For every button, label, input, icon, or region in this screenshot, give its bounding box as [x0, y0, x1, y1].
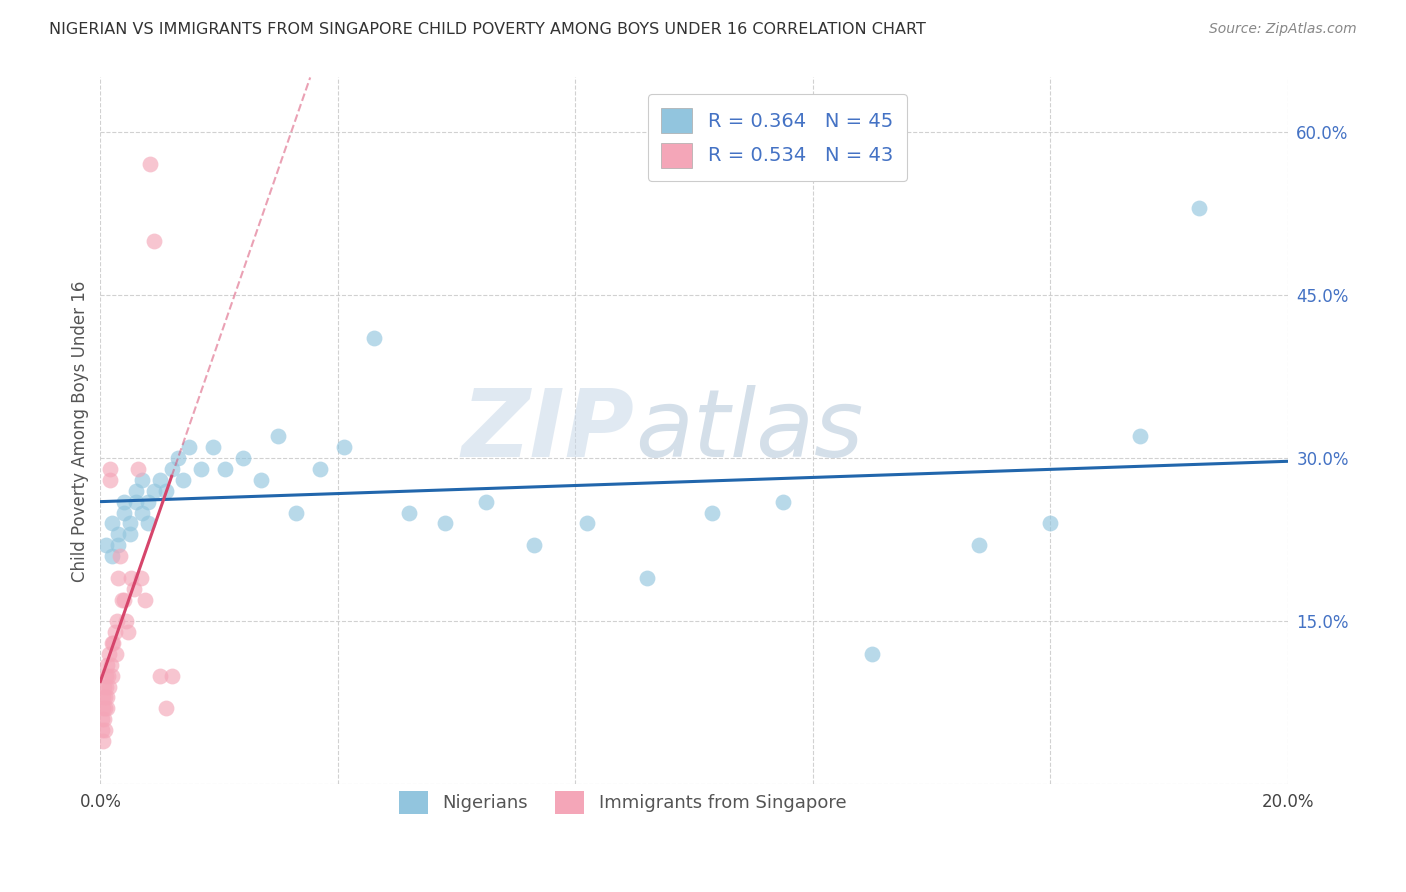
Point — [96, 680, 118, 694]
Point — [134, 592, 156, 607]
Point — [1188, 201, 1211, 215]
Point — [333, 440, 356, 454]
Point — [136, 516, 159, 531]
Point — [111, 592, 134, 607]
Point — [125, 494, 148, 508]
Point — [112, 506, 135, 520]
Point — [398, 506, 420, 520]
Point — [285, 506, 308, 520]
Text: NIGERIAN VS IMMIGRANTS FROM SINGAPORE CHILD POVERTY AMONG BOYS UNDER 16 CORRELAT: NIGERIAN VS IMMIGRANTS FROM SINGAPORE CH… — [49, 22, 927, 37]
Point — [101, 668, 124, 682]
Point — [108, 549, 131, 563]
Point — [90, 712, 112, 726]
Point — [142, 483, 165, 498]
Point — [860, 647, 883, 661]
Point — [94, 668, 117, 682]
Point — [523, 538, 546, 552]
Point — [138, 157, 160, 171]
Point — [249, 473, 271, 487]
Point — [127, 462, 149, 476]
Point — [96, 538, 118, 552]
Point — [122, 582, 145, 596]
Point — [96, 657, 118, 672]
Point — [214, 462, 236, 476]
Point — [115, 614, 138, 628]
Point — [118, 527, 141, 541]
Point — [131, 571, 153, 585]
Point — [202, 440, 225, 454]
Point — [267, 429, 290, 443]
Point — [125, 483, 148, 498]
Point — [93, 723, 115, 737]
Legend: Nigerians, Immigrants from Singapore: Nigerians, Immigrants from Singapore — [388, 780, 858, 825]
Point — [1039, 516, 1062, 531]
Point — [120, 571, 142, 585]
Point — [101, 549, 124, 563]
Point — [363, 331, 385, 345]
Point — [475, 494, 498, 508]
Point — [131, 473, 153, 487]
Point — [104, 647, 127, 661]
Point — [118, 516, 141, 531]
Point — [576, 516, 599, 531]
Point — [107, 538, 129, 552]
Point — [103, 636, 125, 650]
Point — [100, 657, 122, 672]
Point — [190, 462, 212, 476]
Point — [91, 723, 114, 737]
Point — [98, 473, 121, 487]
Point — [149, 668, 172, 682]
Point — [700, 506, 723, 520]
Point — [104, 625, 127, 640]
Point — [94, 690, 117, 705]
Point — [155, 701, 177, 715]
Text: ZIP: ZIP — [463, 385, 634, 477]
Point — [1128, 429, 1150, 443]
Point — [93, 680, 115, 694]
Point — [112, 494, 135, 508]
Point — [232, 451, 254, 466]
Point — [112, 592, 135, 607]
Point — [100, 636, 122, 650]
Point — [149, 473, 172, 487]
Point — [98, 680, 121, 694]
Point — [94, 701, 117, 715]
Point — [166, 451, 188, 466]
Point — [96, 690, 118, 705]
Text: Source: ZipAtlas.com: Source: ZipAtlas.com — [1209, 22, 1357, 37]
Text: atlas: atlas — [634, 385, 863, 476]
Point — [107, 571, 129, 585]
Point — [433, 516, 456, 531]
Point — [967, 538, 990, 552]
Point — [309, 462, 332, 476]
Point — [636, 571, 658, 585]
Point — [105, 614, 128, 628]
Point — [91, 734, 114, 748]
Point — [772, 494, 794, 508]
Point — [96, 701, 118, 715]
Point — [97, 647, 120, 661]
Point — [173, 473, 195, 487]
Point — [160, 462, 183, 476]
Point — [97, 668, 120, 682]
Point — [100, 462, 122, 476]
Point — [91, 690, 114, 705]
Y-axis label: Child Poverty Among Boys Under 16: Child Poverty Among Boys Under 16 — [72, 280, 89, 582]
Point — [117, 625, 139, 640]
Point — [131, 506, 153, 520]
Point — [107, 527, 129, 541]
Point — [136, 494, 159, 508]
Point — [179, 440, 201, 454]
Point — [143, 234, 166, 248]
Point — [160, 668, 183, 682]
Point — [91, 701, 114, 715]
Point — [93, 712, 115, 726]
Point — [101, 516, 124, 531]
Point — [155, 483, 177, 498]
